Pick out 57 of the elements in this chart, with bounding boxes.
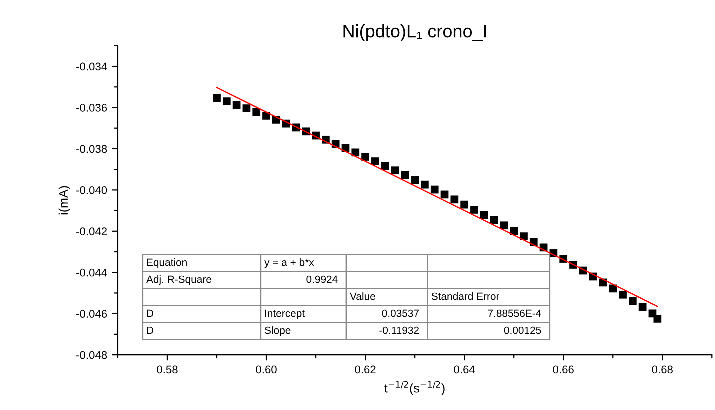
point	[430, 186, 439, 194]
y-tick-label: -0.036	[76, 104, 108, 112]
annotation: Intercept	[265, 310, 305, 320]
y-tick-label: -0.048	[76, 351, 108, 360]
point	[440, 190, 449, 199]
point	[609, 284, 618, 293]
point	[232, 101, 241, 109]
y-axis-title: i(mA)	[58, 186, 70, 215]
chart-title: Ni(pdto)L₁ crono_I	[344, 24, 486, 42]
point	[242, 104, 251, 112]
point	[262, 112, 270, 120]
annotation: 7.88556E-4	[488, 310, 542, 318]
y-tick-label: -0.046	[76, 310, 108, 318]
point	[638, 304, 647, 312]
annotation: Adj. R-Square	[146, 276, 212, 286]
point	[213, 94, 221, 102]
annotation: y = a + b*x	[264, 258, 314, 268]
annotation: -0.11932	[380, 326, 419, 334]
annotation: Standard Error	[432, 292, 500, 300]
point	[401, 171, 410, 180]
x-tick-label: 0.68	[652, 366, 673, 374]
annotation: 0.9924	[306, 276, 338, 284]
point	[222, 98, 231, 106]
point	[654, 315, 662, 323]
point	[500, 222, 508, 230]
annotation: Slope	[265, 326, 291, 336]
y-tick-label: -0.034	[76, 62, 108, 71]
x-tick-label: 0.60	[256, 366, 277, 374]
point	[352, 148, 360, 157]
point	[619, 290, 627, 299]
point	[628, 297, 637, 305]
annotation: Value	[350, 292, 376, 300]
annotation: 0.03537	[382, 310, 419, 318]
y-tick-label: -0.042	[76, 228, 108, 236]
annotation: D	[147, 326, 154, 334]
point	[450, 196, 459, 204]
x-tick-label: 0.64	[454, 366, 476, 374]
y-tick-label: -0.044	[76, 268, 108, 277]
x-tick-label: 0.66	[553, 366, 574, 374]
y-tick-label: -0.038	[76, 145, 108, 154]
annotation: D	[147, 310, 154, 318]
point	[470, 206, 478, 214]
point	[252, 108, 261, 116]
point	[372, 158, 380, 166]
point	[381, 162, 390, 170]
point	[362, 153, 370, 161]
x-tick-label: 0.58	[157, 366, 178, 374]
x-tick-label: 0.62	[355, 366, 376, 374]
point	[460, 200, 468, 209]
point	[391, 166, 400, 175]
point	[421, 180, 429, 189]
point	[480, 211, 488, 220]
point	[411, 176, 419, 184]
annotation: 0.00125	[504, 326, 542, 334]
y-tick-label: -0.040	[76, 186, 108, 194]
annotation: Equation	[147, 258, 187, 268]
x-axis-title: t$^{−1/2}$(s$^{−1/2}$)	[384, 381, 445, 396]
